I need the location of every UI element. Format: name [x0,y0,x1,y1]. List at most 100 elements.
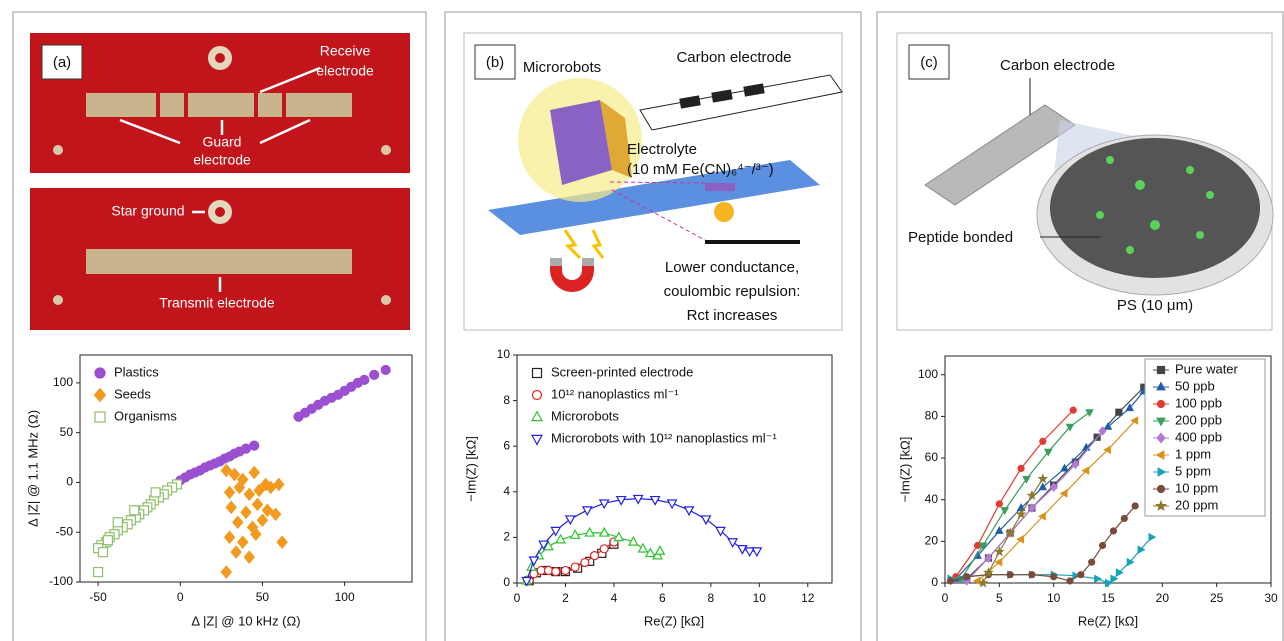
marker [151,488,160,497]
marker [244,551,254,563]
annotation: Guard [203,134,242,150]
x-tick-label: 100 [335,590,355,604]
marker [226,501,236,513]
marker [241,506,251,518]
marker [1018,465,1024,471]
marker [381,365,390,374]
annotation: Carbon electrode [1000,57,1115,74]
marker [566,516,575,524]
y-tick-label: 4 [503,484,510,498]
marker [1095,576,1101,583]
marker [238,536,248,548]
marker [249,467,259,479]
x-tick-label: 4 [611,591,618,605]
annotation: Electrolyte [627,141,697,158]
legend-marker [532,435,542,444]
marker [1007,572,1013,578]
legend-marker [95,412,105,422]
y-axis-title: Δ |Z| @ 1.1 MHz (Ω) [25,410,40,527]
annotation: Receive [320,43,371,59]
marker [257,514,267,526]
y-tick-label: 2 [503,530,510,544]
marker [545,566,553,574]
marker [231,546,241,558]
marker [571,563,579,571]
marker [277,536,287,548]
x-tick-label: 0 [514,591,521,605]
marker [702,516,711,524]
marker [1078,572,1084,578]
legend-label: Microrobots [551,408,619,423]
x-tick-label: 10 [753,591,767,605]
marker [1110,528,1116,534]
x-tick-label: 2 [562,591,569,605]
x-tick-label: 6 [659,591,666,605]
panel-label: (a) [53,54,71,71]
y-tick-label: 100 [53,375,73,389]
legend-label: 1 ppm [1175,446,1211,461]
y-tick-label: 80 [925,409,939,423]
x-tick-label: -50 [89,590,107,604]
x-tick-label: 20 [1156,591,1170,605]
legend-label: Microrobots with 10¹² nanoplastics ml⁻¹ [551,430,777,445]
marker [685,507,694,515]
legend-label: 200 ppb [1175,412,1222,427]
annotation: Rct increases [687,307,778,324]
marker [591,552,599,560]
series-line [956,391,1144,578]
annotation: Peptide bonded [908,229,1013,246]
marker [94,568,103,577]
y-axis-title: −Im(Z) [kΩ] [463,436,478,502]
series-line [961,412,1089,579]
y-tick-label: 40 [925,492,939,506]
marker [996,501,1002,507]
series-line [956,410,1073,577]
annotation: Carbon electrode [676,49,791,66]
marker [1121,515,1127,521]
legend-label: Plastics [114,364,159,379]
annotation: Microrobots [523,59,601,76]
marker [1149,534,1155,541]
marker [561,566,569,574]
y-tick-label: 100 [918,367,938,381]
y-tick-label: -50 [56,524,74,538]
marker [1116,409,1122,415]
x-tick-label: 10 [1047,591,1061,605]
marker [1039,475,1046,482]
legend-label: 100 ppb [1175,395,1222,410]
x-tick-label: 25 [1210,591,1224,605]
x-tick-label: 50 [256,590,270,604]
y-tick-label: 0 [931,575,938,589]
y-tick-label: 20 [925,534,939,548]
x-tick-label: 0 [942,591,949,605]
legend-marker [1158,401,1165,408]
x-tick-label: 12 [801,591,815,605]
y-tick-label: 50 [60,425,74,439]
marker [1132,503,1138,509]
x-tick-label: 15 [1101,591,1115,605]
marker [1028,492,1035,499]
marker [1051,574,1057,580]
marker [1100,543,1106,549]
legend-label: Seeds [114,386,151,401]
marker [639,544,648,552]
figure: (a) Receive electrode Guard electrode St… [0,0,1284,641]
x-axis-title: Re(Z) [kΩ] [644,613,704,628]
annotation: Transmit electrode [159,295,275,311]
marker [130,506,139,515]
x-axis-title: Re(Z) [kΩ] [1078,613,1138,628]
x-axis-title: Δ |Z| @ 10 kHz (Ω) [191,613,300,628]
marker [99,548,108,557]
marker [583,507,592,515]
marker [103,536,112,545]
marker [1067,578,1073,584]
marker [1040,438,1046,444]
marker [244,489,254,501]
legend-marker [1158,367,1165,374]
panel-label: (c) [920,54,938,71]
annotation: coulombic repulsion: [664,283,801,300]
legend-marker [95,368,105,378]
x-tick-label: 30 [1264,591,1278,605]
annotation: Star ground [111,203,184,219]
legend-label: 20 ppm [1175,497,1218,512]
